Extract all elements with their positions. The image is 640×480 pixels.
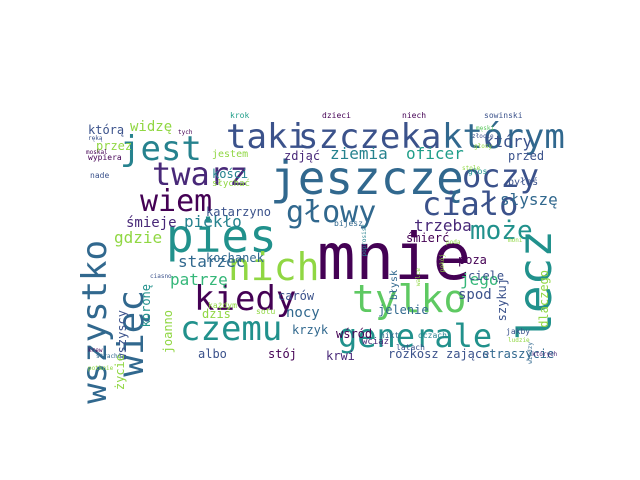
word-patrze: patrzę [170,270,228,289]
word-slychac: słychać [212,179,250,189]
word-poza: poza [458,253,487,267]
word-nade: nade [90,171,110,180]
word-sowinski: sowinski [484,111,523,120]
word-walce: walce [415,268,422,287]
word-rozkosz: rozkosz [388,347,439,361]
word-gdzie: gdzie [114,228,163,247]
word-reka: ręką [88,135,103,142]
word-moskal: moskal [86,149,108,156]
word-mnie: mnie [317,221,472,295]
word-zdjac: zdjąć [284,149,321,163]
word-trzeba: trzeba [414,216,472,235]
word-dzis: dziś [202,307,231,321]
word-latach: latach [396,343,425,352]
word-glosy: głosy [474,143,493,150]
word-stole: stole [462,165,481,172]
word-moni: moni [508,237,523,244]
word-wszystko: wszystko [75,240,115,404]
word-katarzyno: katarzyno [206,205,272,219]
word-krzyk: krzyk [292,323,329,337]
word-kiedy: kiedy [194,279,297,319]
word-sotu: sotu [256,307,276,316]
word-spod: spod [458,287,492,303]
word-ciasno: ciasno [150,273,172,280]
word-oczy: oczy [462,157,540,195]
word-dlaczego: dlaczego [537,270,551,328]
word-pieklo: piekło [184,212,242,231]
word-kochanek: kochanek [206,251,264,265]
word-jego: jego [460,270,499,289]
word-ktorych: których [532,351,558,358]
word-smieje: śmieje [126,215,177,231]
word-generale: generale [338,317,493,355]
word-jakby: jakby [506,327,531,336]
word-stoj: stój [268,347,297,361]
word-wypiera: wypiera [88,153,122,162]
word-ktorym: którym [442,117,565,157]
word-kosci: kości [212,167,249,181]
word-poprosisz: poprosisz [361,224,368,257]
word-korone: koronę [139,284,153,328]
word-glos: głos [468,167,488,176]
word-czemu: czemu [180,309,283,349]
word-wsrod: wśród [336,327,373,341]
word-carow: carów [278,289,315,303]
word-oczach: oczach [418,331,447,340]
word-straszycie: straszycie [482,347,555,361]
word-ziemia: ziemia [330,144,388,163]
word-moze: może [470,216,533,246]
word-jeszcze: jeszczę [270,151,464,205]
word-cloud: mnie jeszczę szczeka którym taki pies wszystko… [75,110,565,404]
word-niech: niech [402,111,427,120]
word-szykuj: szykuj [495,278,509,322]
word-krew: krew [88,347,103,354]
word-starzec: starzec [178,252,246,271]
word-jestem: jestem [212,149,249,160]
word-pokoj: pokój [439,254,446,273]
word-wciaz: wciąż [362,337,390,347]
word-glowy: głowy [286,195,377,230]
word-ktory: który [484,132,533,151]
word-ciele: ciele [468,269,505,283]
word-tych: tych [178,129,193,136]
word-jest: jest [120,129,202,169]
word-oficer: oficer [406,144,464,163]
word-lecz: lecz [508,230,562,341]
word-slysze: słyszę [500,190,558,209]
word-bijesz: bijesz [334,219,363,228]
word-kazdym: każdym [208,301,237,310]
word-widze: widzę [130,119,173,135]
word-twarz: twarz [152,155,249,193]
word-dzieci: dzieci [322,111,351,120]
word-byles: byłeś [508,177,539,188]
word-tylko: tylko [352,277,467,321]
word-smierc: śmierć [406,231,450,245]
word-nocy: nocy [286,305,320,321]
word-przez: przez [96,139,133,153]
word-cialo: ciało [422,185,519,223]
word-ktora: którą [88,123,125,137]
word-jelenie: jelenie [378,303,429,317]
word-zlocie: złocie [472,133,494,140]
word-nich: nich [228,245,320,289]
word-przed: przed [508,149,545,163]
word-blysk: błysk [389,270,400,301]
word-krwi: krwi [326,349,355,363]
word-krok: krok [230,111,250,120]
word-meski: męski [476,125,495,132]
word-taki: taki [226,117,308,157]
word-nikt: nikt [380,331,400,340]
word-poda: poda [446,239,461,246]
word-szczeka: szczeka [298,117,442,157]
word-joanno: joanno [161,310,175,354]
word-potknie: potknie [88,365,114,372]
word-ludzie: ludzie [508,337,530,344]
word-pies: pies [166,209,277,263]
word-wiem: wiem [140,184,213,219]
word-wiedzy: wiedzy [527,342,534,364]
word-zajace: zające [446,347,490,361]
word-albo: albo [198,347,227,361]
word-strachu: strachu [96,353,122,360]
